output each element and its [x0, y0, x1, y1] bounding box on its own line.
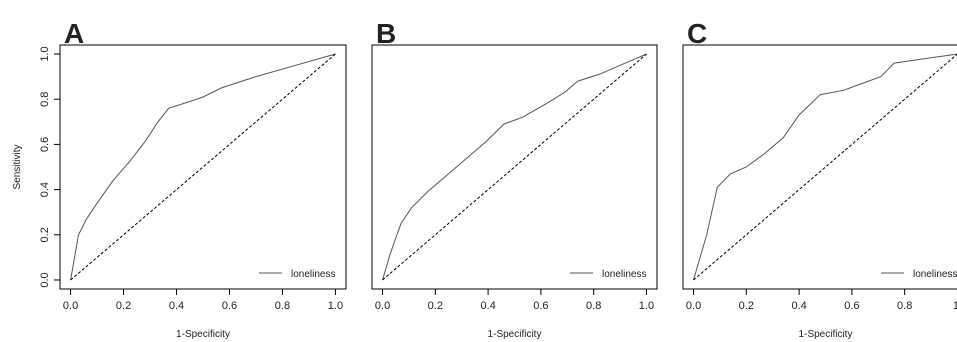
- x-axis-title: 1-Specificity: [799, 329, 853, 340]
- x-tick-label: 0.6: [533, 300, 548, 312]
- roc-panel-b: B 0.0 0.2 0.4 0.6 0.8 1.0 1-Specificity loneline…: [371, 18, 658, 340]
- reference-diagonal-line: [693, 53, 957, 281]
- plot-frame: [371, 44, 658, 290]
- x-axis-title: 1-Specificity: [488, 329, 542, 340]
- x-tick-label: 1.: [953, 300, 957, 312]
- x-tick-label: 0.4: [480, 300, 495, 312]
- panel-label: B: [376, 18, 396, 49]
- x-tick-label: 0.6: [222, 300, 237, 312]
- x-tick-label: 0.2: [116, 300, 131, 312]
- y-axis-title: Sensitivity: [12, 144, 23, 189]
- roc-curve-line: [693, 53, 957, 281]
- y-tick-label: 0.0: [39, 272, 51, 287]
- legend-label: loneliness: [602, 269, 646, 280]
- x-tick-label: 1.0: [639, 300, 654, 312]
- reference-diagonal-line: [382, 53, 647, 281]
- x-tick-label: 0.8: [897, 300, 912, 312]
- x-tick-label: 0.6: [844, 300, 859, 312]
- x-tick-label: 0.0: [686, 300, 701, 312]
- x-tick-label: 0.4: [169, 300, 184, 312]
- roc-panel-c: C 0.0 0.2 0.4 0.6 0.8 1. 1-Specificity lonelines…: [682, 18, 957, 340]
- y-tick-label: 0.2: [39, 227, 51, 242]
- y-tick-label: 0.4: [39, 182, 51, 197]
- x-tick-label: 0.2: [428, 300, 443, 312]
- legend-label: loneliness: [291, 269, 335, 280]
- x-tick-label: 0.8: [275, 300, 290, 312]
- y-tick-label: 0.6: [39, 137, 51, 152]
- x-tick-label: 0.0: [375, 300, 390, 312]
- x-tick-label: 1.0: [328, 300, 343, 312]
- panel-label: A: [64, 18, 84, 49]
- plot-frame: [59, 44, 347, 290]
- plot-frame: [682, 44, 957, 290]
- x-tick-label: 0.4: [791, 300, 806, 312]
- panel-label: C: [687, 18, 707, 49]
- legend-label: loneliness: [913, 269, 957, 280]
- roc-panel-a: A 0.0 0.2 0.4 0.6 0.8 1.0 1-Specificity 0.0 0.2 0.…: [12, 18, 347, 340]
- y-tick-label: 0.8: [39, 92, 51, 107]
- x-axis-title: 1-Specificity: [176, 329, 230, 340]
- x-tick-label: 0.2: [739, 300, 754, 312]
- x-tick-label: 0.0: [63, 300, 78, 312]
- reference-diagonal-line: [70, 53, 336, 281]
- roc-curve-line: [70, 53, 336, 281]
- x-tick-label: 0.8: [586, 300, 601, 312]
- roc-curve-line: [382, 53, 647, 281]
- y-tick-label: 1.0: [39, 46, 51, 61]
